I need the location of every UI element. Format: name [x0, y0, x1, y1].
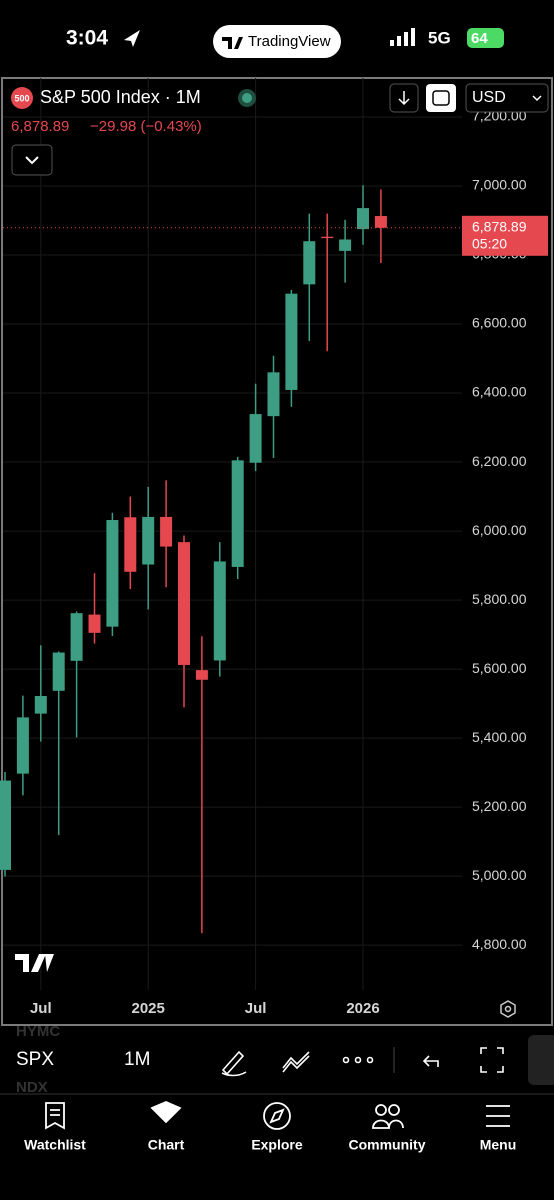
candle-body — [249, 414, 262, 463]
nav-item[interactable]: Watchlist — [24, 1137, 86, 1153]
candle-body — [321, 236, 334, 239]
x-tick-label: 2025 — [132, 1000, 165, 1017]
candle-body — [88, 614, 101, 633]
countdown: 05:20 — [472, 235, 507, 251]
y-tick-label: 5,800.00 — [472, 591, 527, 607]
candle-body — [160, 516, 173, 547]
chevron — [25, 156, 39, 165]
y-tick-label: 5,000.00 — [472, 867, 527, 883]
y-tick-label: 6,400.00 — [472, 384, 527, 400]
candle-body — [267, 372, 280, 417]
indicator-tool[interactable] — [282, 1051, 310, 1073]
x-tick-label: 2026 — [346, 1000, 379, 1017]
app-name: TradingView — [248, 33, 331, 50]
badge-text: 500 — [14, 93, 29, 103]
fullscreen-tool[interactable] — [480, 1047, 504, 1073]
last-price-label: 6,878.89 — [472, 218, 527, 234]
battery — [467, 28, 504, 48]
currency-select[interactable] — [465, 83, 549, 113]
nav-item[interactable]: Explore — [251, 1137, 303, 1153]
price-change: −29.98 (−0.43%) — [90, 118, 202, 135]
y-tick-label: 5,600.00 — [472, 660, 527, 676]
candle-body — [52, 652, 65, 691]
candle-body — [339, 239, 352, 251]
app-pill[interactable] — [213, 25, 341, 58]
y-tick-label: 7,000.00 — [472, 177, 527, 193]
x-tick-label: Jul — [245, 1000, 267, 1017]
nav-item[interactable]: Menu — [480, 1137, 517, 1153]
candle-body — [0, 780, 11, 870]
candle-body — [213, 561, 226, 661]
symbol-badge — [11, 87, 33, 109]
last-price-box — [462, 215, 548, 256]
x-tick-label: Jul — [30, 1000, 52, 1017]
currency-chevron — [532, 95, 542, 102]
y-tick-label: 6,000.00 — [472, 522, 527, 538]
y-tick-label: 5,400.00 — [472, 729, 527, 745]
candle-body — [357, 208, 369, 230]
candle-body — [303, 241, 316, 285]
settings-icon[interactable] — [500, 1000, 516, 1018]
symbol-title[interactable]: S&P 500 Index · 1M — [40, 87, 201, 107]
y-tick-label: 6,200.00 — [472, 453, 527, 469]
draw-tool[interactable] — [221, 1050, 247, 1077]
price: 6,878.89 — [11, 118, 69, 135]
tv-logo — [222, 37, 243, 49]
plot: 4,800.00 5,000.00 5,200.00 5,400.00 5,600.00… — [0, 78, 548, 1017]
compare-icon — [432, 90, 450, 106]
candle-body — [34, 696, 47, 714]
nav-icons — [45, 1101, 510, 1130]
currency: USD — [472, 89, 506, 106]
nav-item[interactable]: Chart — [148, 1137, 185, 1153]
undo-tool[interactable] — [422, 1055, 439, 1067]
download-icon — [398, 91, 410, 106]
status-time: 3:04 — [66, 27, 108, 50]
collapse-button[interactable] — [11, 144, 53, 176]
candle-body — [70, 613, 83, 661]
battery-level: 64 — [471, 30, 488, 47]
compare-button[interactable] — [426, 84, 456, 112]
network: 5G — [428, 28, 451, 47]
candle-body — [285, 293, 298, 390]
signal-icon — [390, 28, 415, 46]
candle-body — [142, 516, 155, 565]
location-icon — [124, 30, 140, 47]
nav-item[interactable]: Community — [349, 1137, 426, 1153]
candle-body — [195, 670, 208, 680]
settings-center — [504, 1005, 512, 1013]
more-tool[interactable] — [342, 1056, 374, 1064]
candle-body — [16, 717, 29, 774]
chart-frame — [1, 77, 553, 1026]
toolbar-symbol[interactable]: SPX — [16, 1049, 54, 1070]
y-tick-label: 5,200.00 — [472, 798, 527, 814]
candle-body — [374, 216, 387, 228]
watchlist-above: HYMC — [16, 1023, 60, 1040]
candle-body — [231, 460, 244, 567]
candle-body — [106, 520, 119, 627]
watchlist-below: NDX — [16, 1079, 48, 1096]
market-status-dot — [242, 93, 252, 103]
toolbar-interval[interactable]: 1M — [124, 1049, 150, 1070]
side-button[interactable] — [528, 1035, 554, 1085]
watermark-logo — [15, 954, 54, 972]
candle-body — [178, 542, 190, 665]
candle-body — [124, 517, 137, 572]
y-tick-label: 4,800.00 — [472, 936, 527, 952]
y-tick-label: 6,600.00 — [472, 315, 527, 331]
